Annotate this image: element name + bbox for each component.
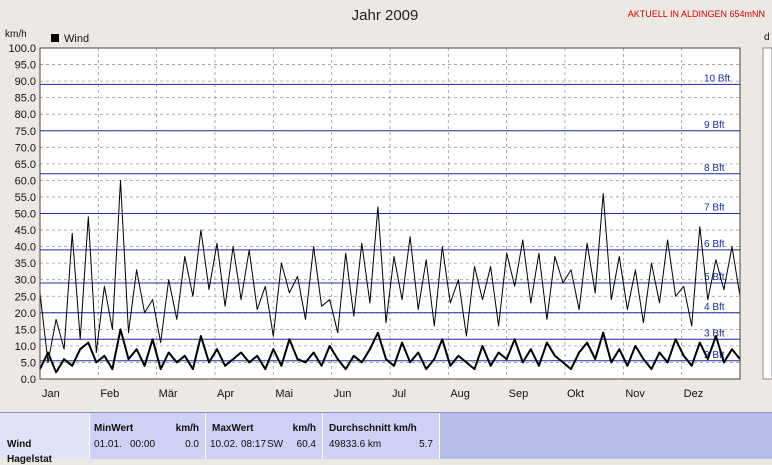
x-tick-label: Mai bbox=[275, 388, 293, 400]
y-tick-label: 40.0 bbox=[15, 242, 36, 254]
beaufort-label: 7 Bft bbox=[704, 203, 725, 214]
right-axis-label: d bbox=[764, 32, 770, 43]
avg-value: 5.7 bbox=[419, 439, 433, 450]
stats-table: Wind Hagelstat MinWert km/h 01.01. 00:00… bbox=[0, 412, 772, 465]
y-tick-label: 55.0 bbox=[15, 192, 36, 204]
right-axis-strip bbox=[762, 47, 772, 380]
wind-mean-line bbox=[39, 328, 741, 374]
beaufort-label: 2 Bft bbox=[704, 350, 725, 361]
y-tick-label: 20.0 bbox=[15, 308, 36, 320]
beaufort-label: 10 Bft bbox=[704, 73, 730, 84]
beaufort-label: 8 Bft bbox=[704, 163, 725, 174]
chart-title: Jahr 2009 bbox=[352, 7, 419, 24]
y-tick-label: 35.0 bbox=[15, 258, 36, 270]
x-tick-label: Mär bbox=[159, 388, 178, 400]
legend-swatch-wind bbox=[51, 34, 59, 42]
x-tick-label: Jun bbox=[334, 388, 352, 400]
max-value: 60.4 bbox=[296, 439, 316, 450]
x-tick-label: Nov bbox=[625, 388, 645, 400]
y-tick-label: 75.0 bbox=[15, 126, 36, 138]
y-axis-unit: km/h bbox=[5, 29, 27, 40]
stats-row-label-2: Hagelstat bbox=[7, 454, 53, 465]
min-date: 01.01. bbox=[94, 439, 122, 450]
avg-header: Durchschnitt km/h bbox=[329, 423, 417, 434]
avg-total: 49833.6 km bbox=[329, 439, 382, 450]
y-tick-label: 10.0 bbox=[15, 341, 36, 353]
y-tick-label: 5.0 bbox=[21, 357, 36, 369]
x-tick-label: Jul bbox=[392, 388, 406, 400]
min-value: 0.0 bbox=[185, 439, 199, 450]
beaufort-label: 6 Bft bbox=[704, 239, 725, 250]
y-tick-label: 95.0 bbox=[15, 60, 36, 72]
y-tick-label: 70.0 bbox=[15, 142, 36, 154]
y-tick-label: 50.0 bbox=[15, 209, 36, 221]
max-unit: km/h bbox=[292, 423, 316, 434]
x-tick-label: Aug bbox=[450, 388, 470, 400]
x-tick-label: Sep bbox=[509, 388, 529, 400]
min-unit: km/h bbox=[175, 423, 199, 434]
min-cell: MinWert km/h 01.01. 00:00 0.0 bbox=[90, 413, 206, 459]
y-tick-label: 25.0 bbox=[15, 291, 36, 303]
y-tick-label: 30.0 bbox=[15, 275, 36, 287]
wind-chart: Jahr 2009 AKTUELL IN ALDINGEN 654mNN km/… bbox=[5, 7, 772, 400]
max-cell: MaxWert km/h 10.02. 08:17 SW 60.4 bbox=[206, 413, 323, 459]
max-header: MaxWert bbox=[212, 423, 254, 434]
y-tick-label: 85.0 bbox=[15, 93, 36, 105]
beaufort-label: 3 Bft bbox=[704, 328, 725, 339]
max-date: 10.02. bbox=[210, 439, 238, 450]
wind-gust-line bbox=[39, 179, 741, 363]
x-tick-label: Jan bbox=[42, 388, 60, 400]
y-tick-label: 65.0 bbox=[15, 159, 36, 171]
x-tick-label: Feb bbox=[100, 388, 119, 400]
x-tick-label: Dez bbox=[684, 388, 704, 400]
max-time: 08:17 bbox=[241, 439, 267, 450]
y-tick-label: 45.0 bbox=[15, 225, 36, 237]
y-tick-label: 0.0 bbox=[21, 374, 36, 386]
stats-label-cell: Wind Hagelstat bbox=[0, 413, 90, 465]
x-tick-label: Okt bbox=[567, 388, 584, 400]
min-header: MinWert bbox=[94, 423, 134, 434]
beaufort-label: 5 Bft bbox=[704, 272, 725, 283]
plot-border bbox=[39, 47, 741, 380]
y-tick-label: 80.0 bbox=[15, 109, 36, 121]
y-tick-label: 100.0 bbox=[8, 43, 36, 55]
beaufort-label: 9 Bft bbox=[704, 120, 725, 131]
legend-label-wind: Wind bbox=[64, 33, 89, 45]
beaufort-label: 4 Bft bbox=[704, 302, 725, 313]
avg-cell: Durchschnitt km/h 49833.6 km 5.7 bbox=[323, 413, 440, 459]
stats-row-label: Wind bbox=[7, 439, 32, 450]
station-label: AKTUELL IN ALDINGEN 654mNN bbox=[628, 9, 765, 19]
y-tick-label: 15.0 bbox=[15, 324, 36, 336]
x-tick-label: Apr bbox=[217, 388, 234, 400]
y-tick-label: 60.0 bbox=[15, 175, 36, 187]
y-tick-label: 90.0 bbox=[15, 76, 36, 88]
min-time: 00:00 bbox=[130, 439, 156, 450]
max-direction: SW bbox=[267, 439, 284, 450]
